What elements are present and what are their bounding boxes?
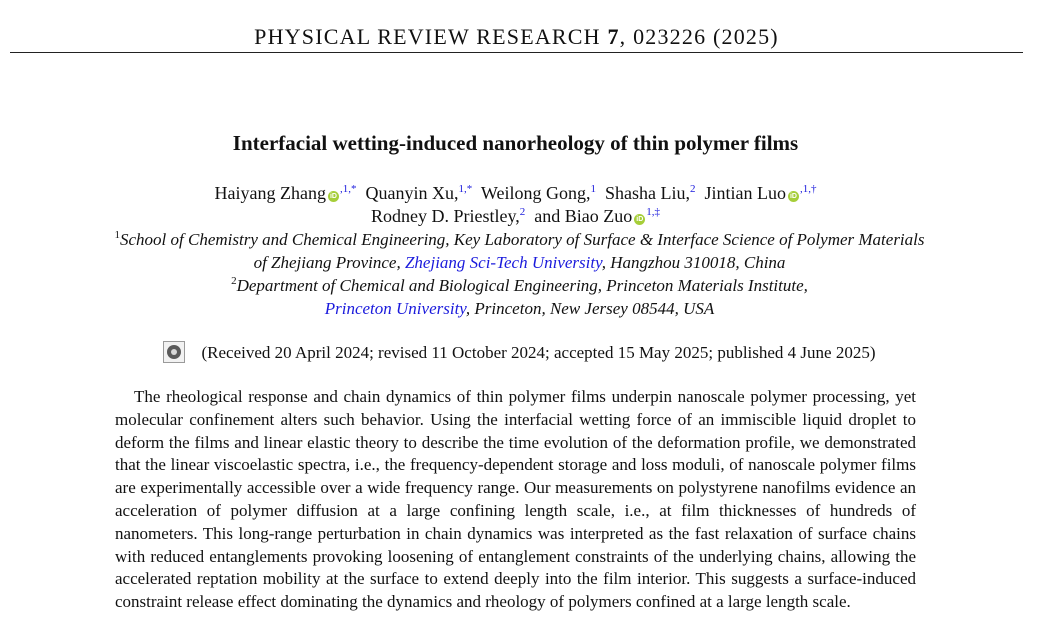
- author-name[interactable]: Jintian Luo: [704, 183, 786, 203]
- abstract: The rheological response and chain dynam…: [115, 387, 916, 612]
- author-affiliation-marker[interactable]: 2: [519, 206, 526, 218]
- affiliation-number: 2: [231, 275, 237, 287]
- institution-link-zhejiang[interactable]: Zhejiang Sci-Tech University: [404, 253, 602, 272]
- header-rule: [10, 52, 1023, 53]
- affiliation-number: 1: [114, 229, 120, 241]
- check-for-updates-icon[interactable]: [163, 341, 186, 363]
- author-name[interactable]: and Biao Zuo: [534, 206, 633, 226]
- affiliation-1-continued: of Zhejiang Province, Zhejiang Sci-Tech …: [0, 252, 1039, 274]
- author-list-line-2: Rodney D. Priestley,2 and Biao Zuo iD1,‡: [0, 205, 1031, 227]
- affiliation-text: Department of Chemical and Biological En…: [236, 276, 808, 295]
- received-dates: (Received 20 April 2024; revised 11 Octo…: [201, 343, 876, 362]
- author-affiliation-marker[interactable]: ,1,†: [799, 183, 817, 195]
- institution-link-princeton[interactable]: Princeton University: [324, 299, 466, 318]
- paper-title: Interfacial wetting-induced nanorheology…: [232, 131, 799, 155]
- author-affiliation-marker[interactable]: 1: [590, 183, 596, 195]
- journal-header: PHYSICAL REVIEW RESEARCH 7, 023226 (2025…: [10, 22, 1023, 52]
- affiliation-text: School of Chemistry and Chemical Enginee…: [119, 230, 925, 249]
- affiliation-2: 2Department of Chemical and Biological E…: [0, 275, 1039, 297]
- orcid-icon[interactable]: iD: [634, 214, 646, 225]
- affiliation-text: , Princeton, New Jersey 08544, USA: [465, 299, 715, 318]
- author-name[interactable]: Haiyang Zhang: [214, 183, 326, 203]
- affiliation-2-continued: Princeton University, Princeton, New Jer…: [0, 298, 1039, 320]
- publication-history: (Received 20 April 2024; revised 11 Octo…: [0, 341, 1039, 365]
- author-name[interactable]: Rodney D. Priestley,: [370, 206, 520, 226]
- author-affiliation-marker[interactable]: 2: [689, 183, 696, 195]
- author-name[interactable]: Weilong Gong,: [480, 183, 591, 203]
- author-name[interactable]: Shasha Liu,: [604, 183, 690, 203]
- orcid-icon[interactable]: iD: [327, 191, 339, 202]
- affiliation-text: , Hangzhou 310018, China: [601, 253, 786, 272]
- affiliation-1: 1School of Chemistry and Chemical Engine…: [0, 229, 1039, 251]
- author-name[interactable]: Quanyin Xu,: [365, 183, 459, 203]
- author-affiliation-marker[interactable]: 1,*: [458, 183, 473, 195]
- journal-citation: , 023226 (2025): [619, 24, 779, 49]
- affiliation-text: of Zhejiang Province,: [253, 253, 405, 272]
- orcid-icon[interactable]: iD: [787, 191, 799, 202]
- author-list-line-1: Haiyang Zhang iD,1,* Quanyin Xu,1,* Weilo…: [0, 182, 1031, 204]
- journal-volume: 7: [607, 24, 620, 49]
- journal-name: PHYSICAL REVIEW RESEARCH: [254, 24, 601, 49]
- author-affiliation-marker[interactable]: ,1,*: [339, 183, 357, 195]
- author-affiliation-marker[interactable]: 1,‡: [646, 206, 661, 218]
